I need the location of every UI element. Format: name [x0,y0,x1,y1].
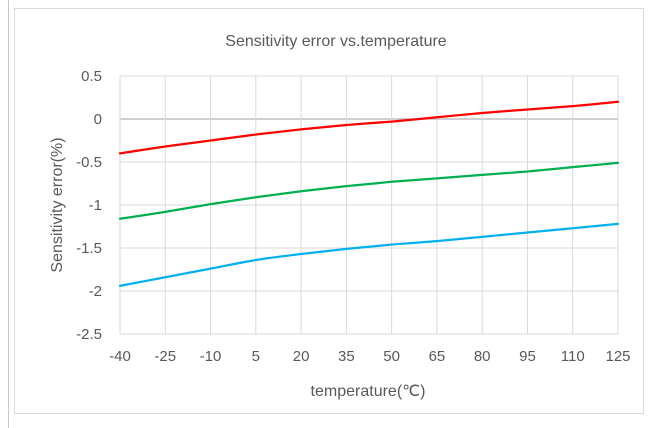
x-tick-label: -40 [109,348,131,365]
y-tick-label: -0.5 [76,154,102,171]
grid [119,75,619,335]
series-line-2 [118,161,620,220]
y-tick-label: -2 [89,283,102,300]
x-tick-label: 35 [338,348,355,365]
series-lines [118,100,620,287]
x-axis-label: temperature(℃) [311,383,426,400]
x-tick-label: 50 [383,348,400,365]
y-tick-label: -1.5 [76,240,102,257]
series-line-3 [118,222,620,287]
x-tick-label: -10 [200,348,222,365]
y-tick-label: -1 [89,197,102,214]
chart-area-border [14,8,644,414]
x-tick-label: 95 [519,348,536,365]
x-tick-label: 125 [605,348,630,365]
y-tick-label: -2.5 [76,326,102,343]
series-line-1 [118,100,620,155]
x-tick-labels: -40 -25 -10 5 20 35 50 65 80 95 110 125 [109,348,630,365]
y-axis-label: Sensitivity error(%) [49,137,66,272]
x-tick-label: 110 [561,348,585,365]
x-tick-label: 20 [293,348,310,365]
x-tick-label: 5 [252,348,260,365]
y-tick-labels: 0.5 0 -0.5 -1 -1.5 -2 -2.5 [76,68,102,343]
y-tick-label: 0 [94,111,102,128]
x-tick-label: 80 [474,348,491,365]
window-edge-line [8,0,9,428]
y-tick-label: 0.5 [81,68,102,85]
chart-title: Sensitivity error vs.temperature [225,33,447,50]
x-tick-label: -25 [154,348,176,365]
x-tick-label: 65 [429,348,446,365]
